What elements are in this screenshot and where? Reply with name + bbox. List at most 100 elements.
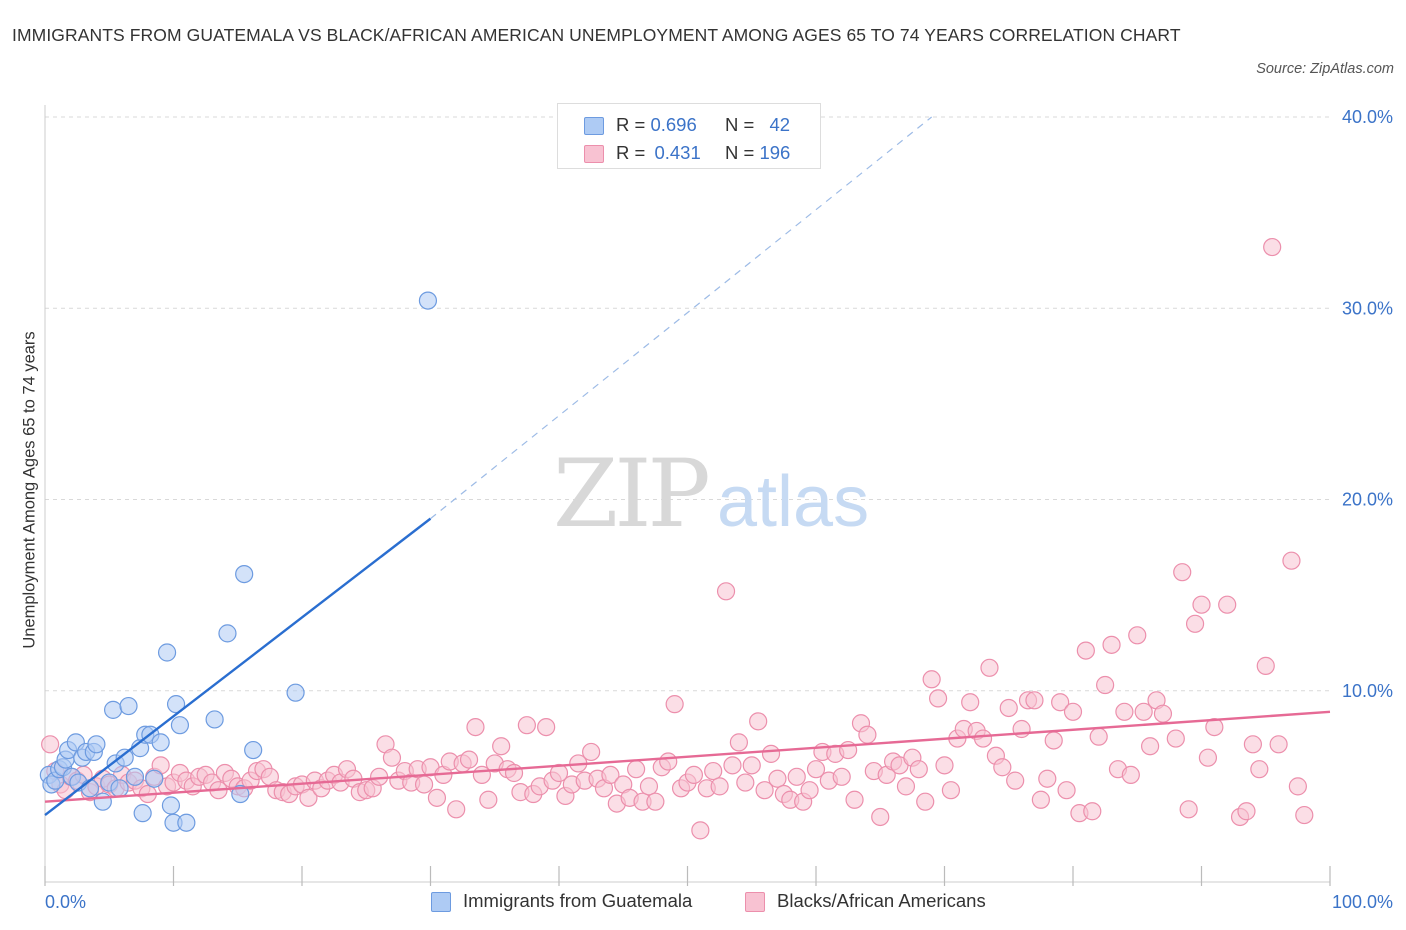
legend-r-value: 0.431 xyxy=(654,142,701,163)
legend-n-label: N = 196 xyxy=(725,142,791,163)
series-legend-guatemala: Immigrants from Guatemala xyxy=(431,889,692,913)
pink-point xyxy=(427,788,447,807)
pink-point xyxy=(1205,717,1224,737)
source-credit: Source: ZipAtlas.com xyxy=(1256,61,1394,77)
pink-point xyxy=(871,807,890,827)
blue-point xyxy=(418,291,438,310)
pink-point xyxy=(896,777,916,796)
pink-point xyxy=(1166,729,1185,748)
pink-point xyxy=(768,769,787,788)
blue-point xyxy=(157,643,177,662)
pink-point xyxy=(755,781,774,800)
pink-point xyxy=(582,742,601,762)
pink-point xyxy=(1031,790,1050,809)
trend-lines xyxy=(44,116,1331,817)
pink-point xyxy=(691,821,710,840)
blue-point xyxy=(87,735,106,754)
y-tick-label: 30.0% xyxy=(1342,298,1393,318)
pink-point xyxy=(704,761,723,781)
pink-point xyxy=(1083,802,1102,821)
series-name-guatemala: Immigrants from Guatemala xyxy=(463,890,693,911)
legend-r-label: R = 0.431 xyxy=(616,142,701,163)
legend-r-value: 0.696 xyxy=(650,114,697,135)
legend-n-label: N = 42 xyxy=(725,114,791,135)
legend-n-value: 42 xyxy=(769,114,791,135)
pink-point xyxy=(479,790,498,809)
pink-point xyxy=(447,800,466,819)
pink-point xyxy=(299,788,318,807)
y-tick-label: 40.0% xyxy=(1342,107,1393,127)
pink-point xyxy=(1044,731,1063,750)
blue-point xyxy=(170,716,190,735)
correlation-legend: R = 0.696 N = 42 R = 0.431 N = 196 xyxy=(557,103,821,169)
pink-point xyxy=(382,748,402,767)
blue-point xyxy=(166,695,186,714)
pink-point xyxy=(749,712,768,731)
pink-point xyxy=(980,658,999,677)
pink-point xyxy=(935,756,954,775)
tick-labels: 10.0% 20.0% 30.0% 40.0% 0.0% 100.0% xyxy=(45,107,1393,912)
pink-point xyxy=(537,717,556,737)
watermark: ZIP atlas xyxy=(553,440,869,549)
pink-point xyxy=(1121,765,1140,785)
pink-point xyxy=(1057,781,1076,800)
blue-point xyxy=(125,767,145,786)
trend-line-guatemala-extension xyxy=(430,116,933,520)
blue-point xyxy=(218,624,237,643)
pink-point xyxy=(1038,769,1057,788)
pink-point xyxy=(1282,551,1301,570)
y-axis-label-wrap: Unemployment Among Ages 65 to 74 years xyxy=(0,331,60,648)
y-tick-label: 20.0% xyxy=(1342,490,1393,510)
blue-point xyxy=(145,769,164,788)
blue-point xyxy=(104,700,123,719)
blue-point xyxy=(161,796,181,815)
chart-title: IMMIGRANTS FROM GUATEMALA VS BLACK/AFRIC… xyxy=(12,25,1181,45)
pink-point xyxy=(1089,727,1108,746)
pink-point xyxy=(1218,595,1237,614)
blue-point xyxy=(231,784,250,804)
pink-point xyxy=(1269,735,1288,754)
legend-n-value: 196 xyxy=(759,142,791,163)
pink-point xyxy=(684,765,704,785)
legend-swatch-blue xyxy=(584,117,604,135)
pink-point xyxy=(1256,656,1275,675)
pink-point xyxy=(806,760,826,779)
legend-row-black: R = 0.431 N = 196 xyxy=(558,139,820,167)
x-tick-label: 0.0% xyxy=(45,892,86,912)
blue-point xyxy=(80,779,100,798)
pink-point xyxy=(1263,237,1282,257)
pink-point xyxy=(909,760,928,779)
blue-point xyxy=(244,740,263,760)
pink-point xyxy=(665,695,684,714)
pink-point xyxy=(466,717,485,737)
pink-point xyxy=(1192,595,1211,614)
series-swatch-pink xyxy=(745,892,765,912)
pink-point xyxy=(1025,691,1044,710)
pink-point xyxy=(716,582,736,601)
pink-point xyxy=(1051,693,1070,712)
blue-point xyxy=(110,779,129,798)
pink-point xyxy=(1102,635,1121,654)
pink-point xyxy=(973,729,993,748)
pink-point xyxy=(1179,800,1198,819)
pink-point xyxy=(736,773,755,792)
pink-point xyxy=(761,744,781,763)
pink-point xyxy=(601,765,620,785)
blue-point xyxy=(286,683,305,702)
pink-point xyxy=(916,792,935,811)
pink-point xyxy=(742,756,761,775)
blue-series-points xyxy=(39,291,438,832)
blue-point xyxy=(235,564,254,584)
pink-point xyxy=(646,792,665,811)
pink-series-points xyxy=(41,237,1314,840)
pink-point xyxy=(1237,802,1256,821)
pink-point xyxy=(1173,563,1192,582)
pink-point xyxy=(492,737,511,756)
pink-point xyxy=(710,777,729,796)
pink-point xyxy=(459,750,479,769)
blue-point xyxy=(177,813,196,832)
watermark-atlas: atlas xyxy=(717,462,869,542)
pink-point xyxy=(1115,702,1134,721)
pink-point xyxy=(1134,702,1153,721)
series-name-black: Blacks/African Americans xyxy=(777,890,986,911)
